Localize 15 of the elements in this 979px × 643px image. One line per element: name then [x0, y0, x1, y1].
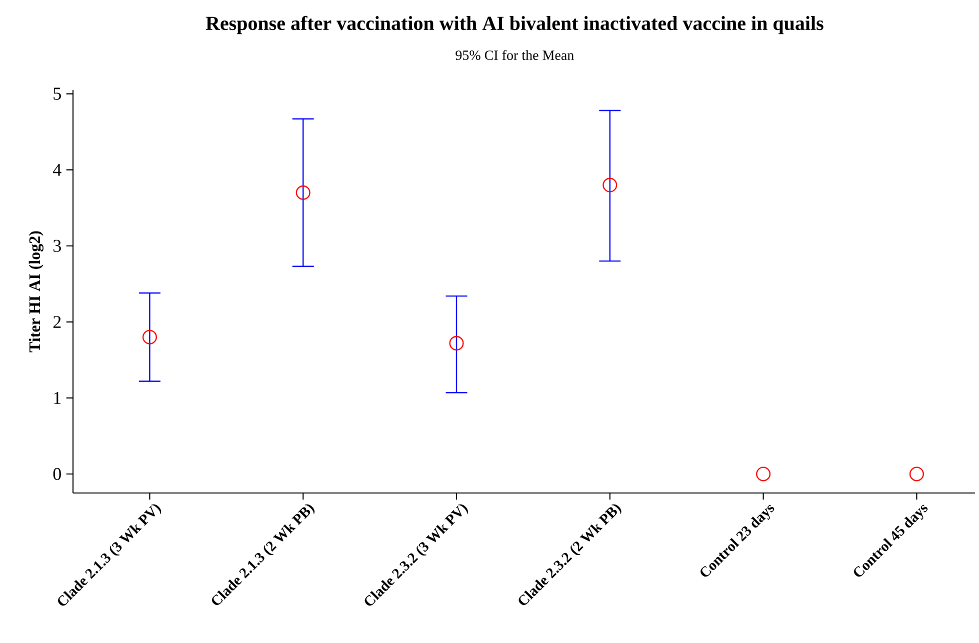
y-axis-title: Titer HI AI (log2)	[28, 231, 44, 352]
point	[756, 466, 771, 482]
point	[449, 336, 464, 350]
point	[296, 185, 310, 200]
y-tick-label: 3	[53, 240, 61, 252]
chart-subtitle: 95% CI for the Mean	[456, 50, 574, 60]
chart-title: Response after vaccination with AI bivalent inactivated vaccine in quails	[206, 16, 824, 34]
point	[602, 178, 618, 192]
y-tick-label: 4	[52, 164, 62, 176]
y-tick-label: 0	[53, 468, 61, 480]
y-tick-label: 1	[54, 392, 61, 404]
y-tick-label: 2	[53, 316, 61, 328]
point	[909, 466, 924, 482]
y-tick-label: 5	[54, 88, 61, 100]
point	[142, 330, 157, 344]
